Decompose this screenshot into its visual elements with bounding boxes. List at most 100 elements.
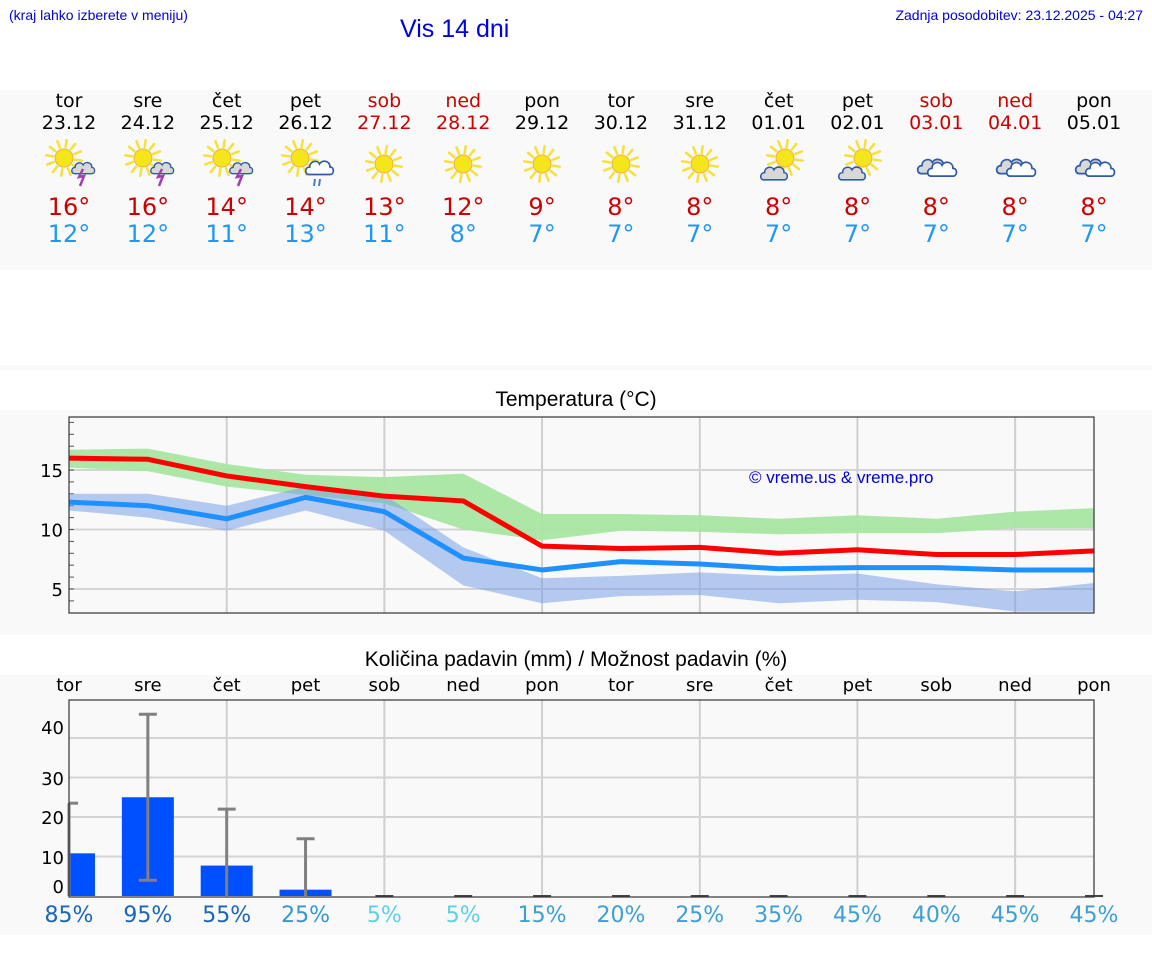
- temp-max: 13°: [363, 193, 406, 221]
- day-name: tor: [607, 90, 635, 112]
- day-date: 31.12: [672, 112, 727, 134]
- temp-max: 8°: [1001, 193, 1029, 221]
- precip-probability: 15%: [517, 903, 567, 928]
- temp-max: 9°: [528, 193, 556, 221]
- day-forecast: sob 27.12 13° 11°: [345, 90, 423, 248]
- day-date: 23.12: [41, 112, 97, 134]
- day-date: 25.12: [199, 112, 254, 134]
- precip-weekday-label: pet: [290, 675, 321, 696]
- day-forecast: sre 24.12 16° 12°: [109, 90, 187, 248]
- cloudy-icon: [1055, 134, 1133, 194]
- day-name: pon: [524, 90, 560, 112]
- watermark: © vreme.us & vreme.pro: [749, 468, 934, 487]
- svg-text:15: 15: [40, 461, 63, 482]
- precip-weekday-label: sob: [920, 675, 953, 696]
- day-date: 24.12: [120, 112, 176, 134]
- precip-probability: 95%: [123, 903, 173, 928]
- day-name: čet: [763, 90, 794, 112]
- day-name: čet: [211, 90, 242, 112]
- precip-probability: 45%: [833, 903, 882, 928]
- temp-max: 8°: [1080, 193, 1108, 221]
- temp-min: 7°: [1080, 220, 1108, 248]
- precip-probability: 85%: [44, 903, 94, 928]
- temp-max: 8°: [607, 193, 635, 221]
- day-forecast: pet 02.01 8° 7°: [818, 90, 896, 248]
- svg-text:10: 10: [41, 848, 64, 869]
- sun-icon: [582, 134, 660, 194]
- temp-max: 16°: [47, 193, 91, 221]
- day-name: ned: [997, 90, 1034, 112]
- svg-text:0: 0: [53, 877, 64, 898]
- precip-probability: 40%: [911, 903, 961, 928]
- day-forecast: čet 25.12 14° 11°: [188, 90, 266, 248]
- temp-max: 8°: [764, 193, 793, 221]
- temp-min: 8°: [449, 220, 477, 248]
- day-name: ned: [445, 90, 482, 112]
- precip-weekday-label: pon: [1077, 675, 1111, 696]
- svg-text:20: 20: [41, 808, 64, 829]
- sun-icon: [503, 134, 581, 194]
- precip-weekday-label: ned: [446, 675, 481, 696]
- day-name: tor: [55, 90, 83, 112]
- temp-min: 7°: [607, 220, 635, 248]
- temp-min: 12°: [126, 220, 170, 248]
- day-name: sre: [133, 90, 163, 112]
- day-forecast: tor 23.12 16° 12°: [30, 90, 108, 248]
- sun-cloud-thunder-icon: [188, 134, 266, 194]
- precip-probability: 45%: [1069, 903, 1119, 928]
- svg-text:30: 30: [41, 769, 64, 790]
- day-name: pet: [841, 90, 874, 112]
- svg-text:10: 10: [40, 521, 63, 542]
- sun-icon: [661, 134, 739, 194]
- day-forecast: tor 30.12 8° 7°: [582, 90, 660, 248]
- partly-cloudy-icon: [740, 134, 818, 194]
- precip-weekday-label: sre: [686, 675, 714, 696]
- day-forecast: ned 28.12 12° 8°: [424, 90, 502, 248]
- day-date: 30.12: [593, 112, 649, 134]
- day-forecast: ned 04.01 8° 7°: [976, 90, 1054, 248]
- precip-weekday-label: čet: [212, 675, 241, 696]
- temp-max: 14°: [284, 193, 327, 221]
- day-date: 28.12: [436, 112, 491, 134]
- daily-forecast-strip: [0, 90, 1152, 270]
- precip-probability: 5%: [445, 903, 481, 928]
- day-date: 26.12: [278, 112, 333, 134]
- svg-text:40: 40: [41, 718, 64, 739]
- day-forecast: sob 03.01 8° 7°: [897, 90, 975, 248]
- day-name: sob: [367, 90, 402, 112]
- day-forecast: čet 01.01 8° 7°: [740, 90, 818, 248]
- temp-max: 14°: [205, 193, 248, 221]
- partly-cloudy-icon: [818, 134, 896, 194]
- precip-weekday-label: sre: [134, 675, 162, 696]
- sun-cloud-thunder-icon: [109, 134, 187, 194]
- temperature-chart-title: Temperatura (°C): [495, 388, 657, 411]
- temp-max: 12°: [441, 193, 485, 221]
- precip-weekday-label: ned: [998, 675, 1033, 696]
- separator: [0, 365, 1152, 370]
- temp-max: 16°: [126, 193, 170, 221]
- precip-probability: 35%: [754, 903, 804, 928]
- sun-icon: [345, 134, 423, 194]
- day-date: 05.01: [1066, 112, 1122, 134]
- precip-probability: 25%: [675, 903, 725, 928]
- day-date: 04.01: [987, 112, 1043, 134]
- location-hint: (kraj lahko izberete v meniju): [9, 7, 188, 23]
- precip-probability: 55%: [202, 903, 252, 928]
- temp-min: 7°: [1001, 220, 1029, 248]
- temp-min: 11°: [363, 220, 406, 248]
- temp-min: 7°: [843, 220, 872, 248]
- precipitation-chart-title: Količina padavin (mm) / Možnost padavin …: [364, 648, 788, 671]
- temp-min: 7°: [686, 220, 714, 248]
- precip-probability: 5%: [366, 903, 402, 928]
- temp-min: 7°: [528, 220, 556, 248]
- temp-max: 8°: [843, 193, 872, 221]
- temp-min: 11°: [205, 220, 248, 248]
- day-date: 01.01: [751, 112, 806, 134]
- svg-text:5: 5: [52, 580, 63, 601]
- day-name: sre: [685, 90, 715, 112]
- day-forecast: pet 26.12 14° 13°: [267, 90, 345, 248]
- precip-probability: 20%: [596, 903, 646, 928]
- temp-min: 7°: [922, 220, 950, 248]
- day-forecast: pon 29.12 9° 7°: [503, 90, 581, 248]
